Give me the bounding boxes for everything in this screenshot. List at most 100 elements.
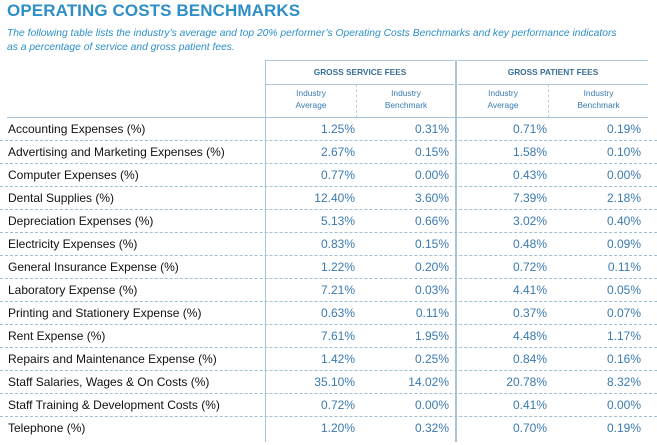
service-average-value: 12.40% [314,191,355,205]
patient-average-value: 1.58% [512,145,547,159]
row-label: Repairs and Maintenance Expense (%) [8,352,217,366]
table-row: Depreciation Expenses (%) 5.13% 0.66% 3.02%… [0,210,657,233]
subheader-divider [356,84,357,118]
row-label: Telephone (%) [8,421,86,435]
table-row: Dental Supplies (%) 12.40% 3.60% 7.39% 2.18% [0,187,657,210]
row-label: Dental Supplies (%) [8,191,115,205]
service-average-value: 5.13% [320,214,355,228]
service-benchmark-value: 0.00% [414,398,449,412]
row-label: Electricity Expenses (%) [8,237,138,251]
table-row: Rent Expense (%) 7.61% 1.95% 4.48% 1.17% [0,325,657,348]
table-row: General Insurance Expense (%) 1.22% 0.20% 0… [0,256,657,279]
service-benchmark-value: 0.32% [414,421,449,435]
patient-benchmark-value: 0.05% [606,283,641,297]
service-average-value: 1.22% [320,260,355,274]
service-benchmark-value: 0.31% [414,122,449,136]
column-divider [265,60,266,442]
subheader-patient-average: Industry Average [458,88,548,114]
subheader-line: Industry [391,88,421,98]
service-benchmark-value: 1.95% [414,329,449,343]
service-average-value: 1.42% [320,352,355,366]
subheader-divider [548,84,549,118]
table-row: Printing and Stationery Expense (%) 0.63%… [0,302,657,325]
service-benchmark-value: 0.11% [415,306,449,320]
patient-average-value: 0.43% [512,168,547,182]
row-label: General Insurance Expense (%) [8,260,179,274]
service-benchmark-value: 14.02% [408,375,449,389]
service-benchmark-value: 3.60% [414,191,449,205]
subheader-line: Average [295,99,327,110]
service-average-value: 35.10% [314,375,355,389]
patient-benchmark-value: 0.10% [606,145,641,159]
patient-average-value: 4.41% [512,283,547,297]
table-row: Laboratory Expense (%) 7.21% 0.03% 4.41% 0.0… [0,279,657,302]
row-label: Accounting Expenses (%) [8,122,146,136]
patient-average-value: 0.41% [512,398,547,412]
service-average-value: 7.61% [320,329,355,343]
service-average-value: 2.67% [320,145,355,159]
service-average-value: 0.83% [320,237,355,251]
patient-average-value: 7.39% [512,191,547,205]
table-row: Staff Salaries, Wages & On Costs (%) 35.1… [0,371,657,394]
subheader-line: Industry [488,88,518,98]
service-average-value: 0.63% [320,306,355,320]
service-benchmark-value: 0.25% [414,352,449,366]
service-benchmark-value: 0.20% [414,260,449,274]
patient-benchmark-value: 0.00% [606,398,641,412]
service-benchmark-value: 0.03% [414,283,449,297]
patient-average-value: 0.37% [512,306,547,320]
subheader-line: Average [487,99,519,110]
service-average-value: 1.25% [320,122,355,136]
subheader-line: Industry [296,88,326,98]
subheader-service-benchmark: Industry Benchmark [357,88,455,114]
subheader-patient-benchmark: Industry Benchmark [549,88,648,114]
service-average-value: 0.72% [320,398,355,412]
service-benchmark-value: 0.15% [414,237,449,251]
subheader-line: Benchmark [577,99,620,110]
row-label: Advertising and Marketing Expenses (%) [8,145,225,159]
page-title: OPERATING COSTS BENCHMARKS [7,1,301,20]
subheader-line: Benchmark [384,99,428,110]
service-average-value: 0.77% [320,168,355,182]
patient-benchmark-value: 8.32% [606,375,641,389]
patient-average-value: 0.48% [512,237,547,251]
group-header-service-fees: GROSS SERVICE FEES [266,60,454,85]
patient-benchmark-value: 0.11% [607,260,641,274]
service-benchmark-value: 0.66% [414,214,449,228]
patient-average-value: 20.78% [506,375,547,389]
group-header-patient-fees: GROSS PATIENT FEES [458,60,648,85]
patient-average-value: 0.84% [512,352,547,366]
patient-benchmark-value: 0.09% [606,237,641,251]
row-label: Computer Expenses (%) [8,168,139,182]
patient-average-value: 0.70% [512,421,547,435]
service-benchmark-value: 0.15% [414,145,449,159]
patient-benchmark-value: 0.00% [606,168,641,182]
patient-benchmark-value: 0.16% [606,352,641,366]
patient-benchmark-value: 0.40% [606,214,641,228]
patient-average-value: 0.72% [512,260,547,274]
patient-benchmark-value: 0.19% [606,421,641,435]
benchmark-table: Accounting Expenses (%) 1.25% 0.31% 0.71% 0.… [0,118,657,440]
service-average-value: 1.20% [320,421,355,435]
table-row: Computer Expenses (%) 0.77% 0.00% 0.43% 0.00… [0,164,657,187]
table-row: Accounting Expenses (%) 1.25% 0.31% 0.71% 0.… [0,118,657,141]
row-label: Rent Expense (%) [8,329,106,343]
service-benchmark-value: 0.00% [414,168,449,182]
patient-average-value: 0.71% [512,122,547,136]
row-label: Staff Training & Development Costs (%) [8,398,220,412]
subheader-service-average: Industry Average [266,88,356,114]
table-row: Staff Training & Development Costs (%) 0.… [0,394,657,417]
row-label: Printing and Stationery Expense (%) [8,306,202,320]
patient-benchmark-value: 2.18% [606,191,641,205]
patient-average-value: 4.48% [512,329,547,343]
service-average-value: 7.21% [320,283,355,297]
table-row: Repairs and Maintenance Expense (%) 1.42%… [0,348,657,371]
table-row: Electricity Expenses (%) 0.83% 0.15% 0.48% 0… [0,233,657,256]
row-label: Laboratory Expense (%) [8,283,138,297]
header-rule [7,117,648,118]
patient-benchmark-value: 0.19% [606,122,641,136]
patient-benchmark-value: 1.17% [606,329,641,343]
group-divider [455,60,457,442]
patient-benchmark-value: 0.07% [606,306,641,320]
subheader-line: Industry [583,88,614,98]
